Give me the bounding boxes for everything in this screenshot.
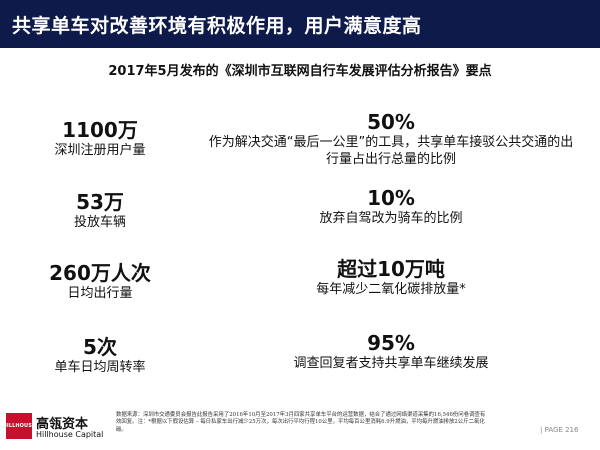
finding-desc: 放弃自驾改为骑车的比例 [319,211,463,226]
stat-block: 5次 单车日均周转率 [0,335,200,376]
finding-value: 超过10万吨 [337,257,445,281]
stat-value: 260万人次 [49,261,151,285]
page-title: 共享单车对改善环境有积极作用，用户满意度高 [12,14,422,37]
brand-name-en: Hillhouse Capital [36,430,104,439]
stat-block: 1100万 深圳注册用户量 [0,118,200,159]
finding-desc: 调查回复者支持共享单车继续发展 [293,356,489,371]
finding-value: 50% [367,110,415,134]
finding-block: 10% 放弃自驾改为骑车的比例 [196,186,586,227]
page-number: | PAGE 216 [540,426,579,434]
stat-value: 5次 [83,335,117,359]
finding-block: 95% 调查回复者支持共享单车继续发展 [196,331,586,372]
stat-label: 投放车辆 [73,215,126,230]
report-subtitle: 2017年5月发布的《深圳市互联网自行车发展评估分析报告》要点 [108,64,492,79]
finding-value: 95% [367,331,415,355]
source-note: 数据来源：深圳市交通委员会报告此报告采用了2016年10月至2017年3月四家共… [116,412,486,433]
title-bar: 共享单车对改善环境有积极作用，用户满意度高 [0,0,600,48]
logo-mark: HILLHOUSE [2,423,36,429]
finding-desc: 每年减少二氧化碳排放量* [316,282,466,297]
finding-value: 10% [367,186,415,210]
stat-value: 1100万 [62,118,138,142]
stat-block: 53万 投放车辆 [0,190,200,231]
brand-name-cn: 高瓴资本 [36,417,89,432]
stat-label: 单车日均周转率 [54,360,146,375]
finding-desc: 作为解决交通“最后一公里”的工具，共享单车接驳公共交通的出行量占出行总量的比例 [208,135,574,167]
footer: HILLHOUSE 高瓴资本 Hillhouse Capital 数据来源：深圳… [0,410,600,450]
stat-block: 260万人次 日均出行量 [0,261,200,302]
stat-label: 深圳注册用户量 [54,143,146,158]
finding-block: 50% 作为解决交通“最后一公里”的工具，共享单车接驳公共交通的出行量占出行总量… [196,110,586,168]
stat-value: 53万 [76,190,124,214]
stat-label: 日均出行量 [67,286,133,301]
hillhouse-logo-icon: HILLHOUSE [3,413,35,439]
finding-block: 超过10万吨 每年减少二氧化碳排放量* [196,257,586,298]
